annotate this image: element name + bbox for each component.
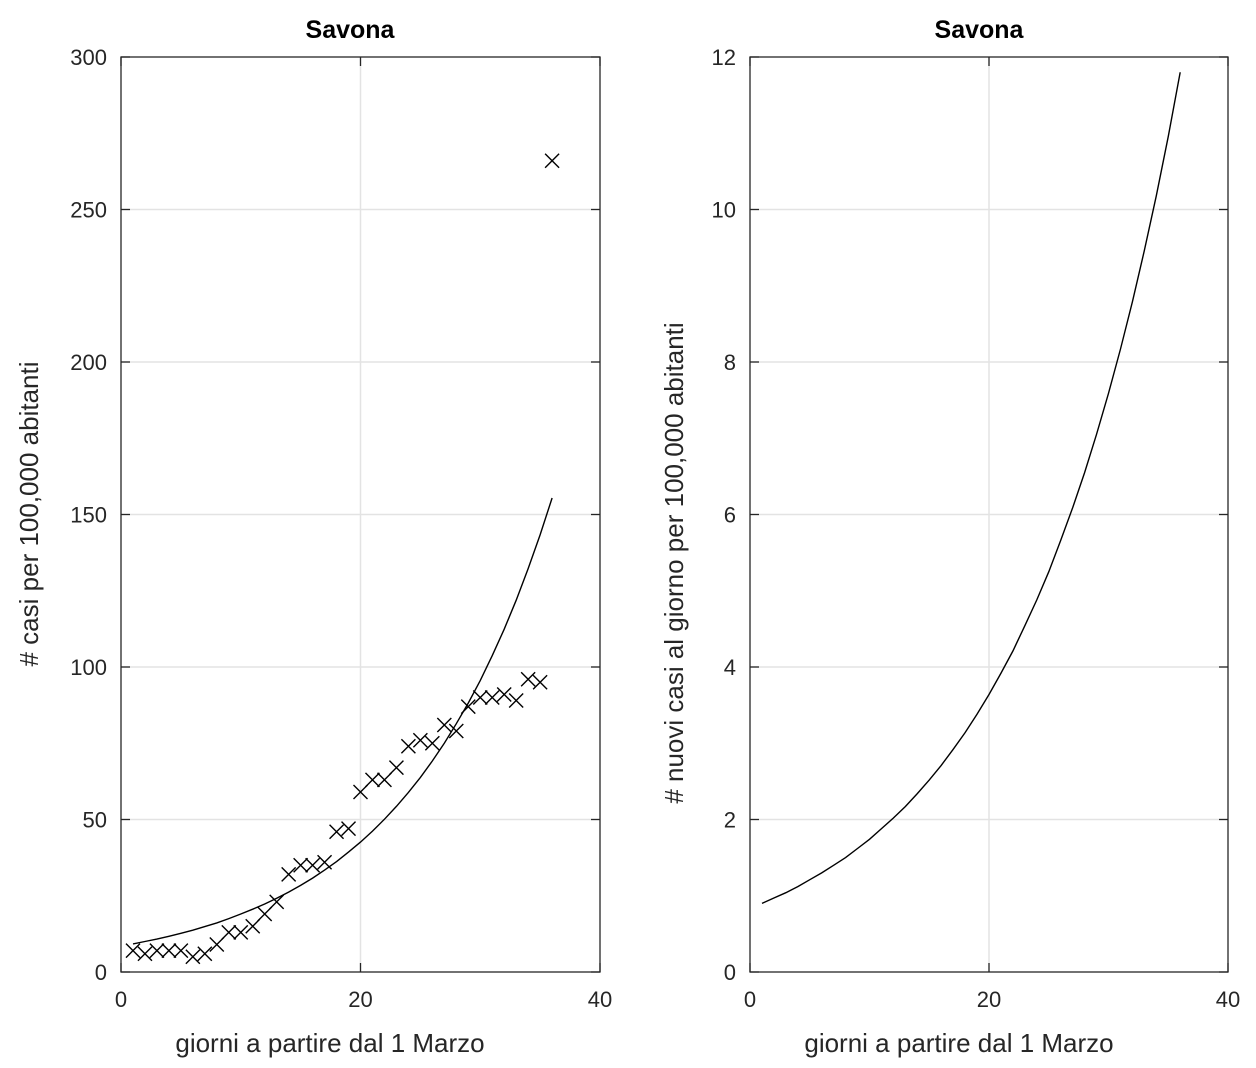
left-data-point — [544, 153, 560, 169]
left-data-point — [376, 772, 392, 788]
left-xlabel: giorni a partire dal 1 Marzo — [175, 1028, 484, 1058]
right-ylabel: # nuovi casi al giorno per 100,000 abita… — [659, 322, 689, 803]
left-ytick-label: 0 — [95, 960, 107, 985]
left-data-point — [353, 784, 368, 800]
left-data-point — [472, 690, 488, 705]
left-ytick-label: 200 — [70, 350, 107, 375]
right-xtick-label: 0 — [744, 987, 756, 1012]
left-data-point — [508, 693, 524, 709]
left-data-point — [329, 824, 345, 840]
left-xtick-label: 20 — [348, 987, 372, 1012]
left-data-point — [496, 686, 512, 702]
left-grid — [121, 57, 600, 972]
right-ytick-label: 6 — [724, 503, 736, 528]
left-ytick-label: 50 — [83, 808, 107, 833]
left-data-point — [257, 906, 273, 922]
left-data-point — [173, 943, 189, 959]
left-data-point — [305, 857, 321, 873]
left-ytick-label: 150 — [70, 503, 107, 528]
left-data-point — [448, 723, 464, 739]
left-data-point — [221, 924, 237, 940]
left-ylabel: # casi per 100,000 abitanti — [14, 362, 44, 667]
left-data-point — [293, 857, 309, 873]
left-data-point — [388, 760, 404, 776]
right-grid — [750, 57, 1228, 972]
left-data-point — [137, 946, 153, 962]
right-fit-line — [761, 72, 1181, 905]
left-data-point — [532, 674, 548, 690]
left-scatter-series — [125, 153, 560, 965]
left-data-point — [412, 732, 428, 748]
left-data-point — [197, 946, 213, 962]
left-data-point — [281, 866, 297, 882]
left-data-point — [520, 671, 536, 687]
right-ytick-label: 10 — [712, 198, 736, 223]
left-ytick-label: 300 — [70, 45, 107, 70]
right-ytick-label: 12 — [712, 45, 736, 70]
left-data-point — [400, 738, 416, 754]
right-ytick-label: 8 — [724, 350, 736, 375]
left-data-point — [364, 772, 380, 788]
left-data-point — [161, 943, 177, 959]
right-title: Savona — [935, 16, 1025, 44]
left-xtick-label: 0 — [115, 987, 127, 1012]
left-ytick-label: 100 — [70, 655, 107, 680]
left-data-point — [424, 735, 440, 751]
left-data-point — [209, 937, 225, 953]
right-xtick-label: 40 — [1216, 987, 1240, 1012]
left-axes: Savona giorni a partire dal 1 Marzo # ca… — [14, 16, 612, 1058]
left-data-point — [245, 918, 261, 934]
left-fit-line — [132, 497, 553, 945]
left-xtick-label: 40 — [588, 987, 612, 1012]
left-data-point — [436, 717, 452, 733]
right-xtick-label: 20 — [977, 987, 1001, 1012]
left-data-point — [149, 943, 165, 959]
right-axes: Savona giorni a partire dal 1 Marzo # nu… — [659, 16, 1240, 1058]
left-data-point — [233, 924, 249, 940]
left-data-point — [484, 690, 500, 705]
right-ytick-label: 2 — [724, 808, 736, 833]
right-xlabel: giorni a partire dal 1 Marzo — [804, 1028, 1113, 1058]
left-data-point — [269, 894, 285, 910]
left-ytick-label: 250 — [70, 198, 107, 223]
left-data-point — [125, 943, 141, 959]
right-ytick-label: 0 — [724, 960, 736, 985]
right-ytick-label: 4 — [724, 655, 736, 680]
left-data-point — [185, 949, 201, 965]
left-title: Savona — [306, 16, 396, 44]
left-data-point — [341, 821, 357, 837]
